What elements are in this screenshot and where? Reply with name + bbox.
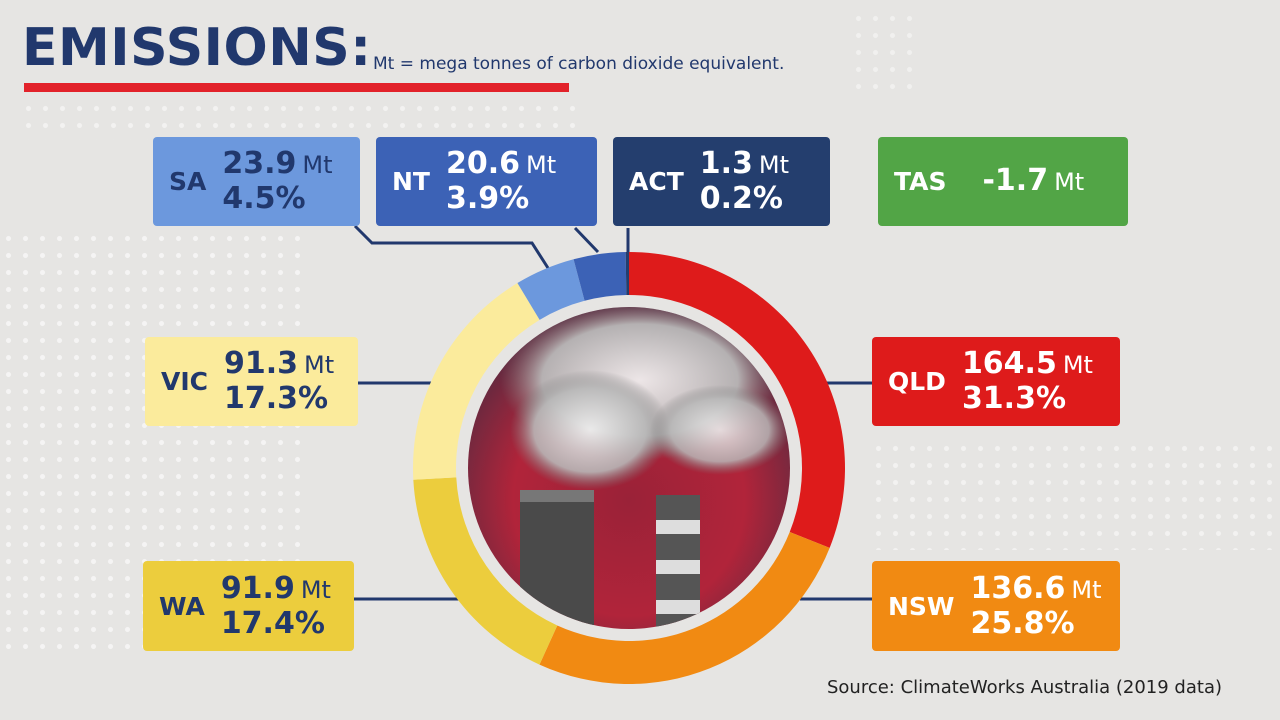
percent-nt: 3.9% bbox=[445, 181, 530, 216]
donut-inner-ring bbox=[457, 296, 801, 640]
donut-segment-nsw bbox=[539, 532, 830, 684]
connector-nt bbox=[573, 226, 600, 254]
unit-sa: Mt bbox=[302, 151, 333, 179]
state-code-sa: SA bbox=[169, 167, 207, 196]
dot-texture-right bbox=[870, 440, 1280, 550]
state-code-wa: WA bbox=[159, 591, 205, 621]
unit-nt: Mt bbox=[526, 151, 557, 179]
state-code-tas: TAS bbox=[894, 167, 947, 196]
value-act: 1.3 bbox=[699, 146, 753, 181]
percent-nsw: 25.8% bbox=[970, 605, 1075, 641]
source-note: Source: ClimateWorks Australia (2019 dat… bbox=[826, 677, 1222, 698]
donut-segment-nt bbox=[573, 252, 627, 301]
connector-sa bbox=[353, 224, 550, 269]
unit-tas: Mt bbox=[1054, 168, 1085, 196]
value-vic: 91.3 bbox=[224, 346, 299, 381]
donut-segment-sa bbox=[517, 259, 585, 320]
percent-wa: 17.4% bbox=[220, 605, 325, 641]
unit-vic: Mt bbox=[304, 351, 335, 379]
value-nsw: 136.6 bbox=[970, 570, 1066, 606]
percent-act: 0.2% bbox=[699, 181, 783, 216]
unit-qld: Mt bbox=[1062, 351, 1093, 379]
donut-segment-wa bbox=[413, 477, 558, 665]
dot-texture-top bbox=[20, 100, 580, 140]
label-qld: QLD 164.5 Mt 31.3% bbox=[872, 337, 1120, 426]
label-sa: SA 23.9 Mt 4.5% bbox=[153, 137, 360, 226]
value-qld: 164.5 bbox=[961, 346, 1057, 381]
state-code-nt: NT bbox=[392, 167, 430, 196]
page-subtitle: Mt = mega tonnes of carbon dioxide equiv… bbox=[373, 54, 785, 74]
value-tas: -1.7 bbox=[982, 163, 1049, 198]
label-act: ACT 1.3 Mt 0.2% bbox=[613, 137, 830, 226]
donut-segment-act bbox=[625, 252, 629, 296]
unit-nsw: Mt bbox=[1071, 575, 1102, 604]
label-nsw: NSW 136.6 Mt 25.8% bbox=[872, 561, 1120, 651]
value-sa: 23.9 bbox=[222, 146, 297, 181]
connector-lines bbox=[353, 224, 872, 601]
label-wa: WA 91.9 Mt 17.4% bbox=[143, 561, 354, 651]
state-code-vic: VIC bbox=[161, 367, 208, 396]
percent-vic: 17.3% bbox=[224, 381, 329, 416]
page-title: EMISSIONS: bbox=[22, 18, 372, 78]
dot-texture-topright bbox=[850, 10, 920, 90]
donut-segment-qld bbox=[629, 252, 845, 548]
label-nt: NT 20.6 Mt 3.9% bbox=[376, 137, 597, 226]
title-underline bbox=[24, 83, 569, 92]
unit-act: Mt bbox=[758, 151, 790, 179]
state-code-nsw: NSW bbox=[888, 591, 955, 621]
state-code-act: ACT bbox=[629, 167, 684, 196]
state-code-qld: QLD bbox=[888, 367, 946, 396]
value-wa: 91.9 bbox=[220, 570, 295, 606]
donut-segments bbox=[412, 252, 845, 684]
percent-sa: 4.5% bbox=[222, 181, 306, 216]
power-station-photo bbox=[468, 307, 790, 629]
donut-segment-vic bbox=[412, 283, 540, 480]
value-nt: 20.6 bbox=[445, 146, 521, 181]
label-tas: TAS -1.7 Mt bbox=[878, 137, 1128, 226]
unit-wa: Mt bbox=[300, 575, 331, 604]
percent-qld: 31.3% bbox=[961, 381, 1067, 416]
label-vic: VIC 91.3 Mt 17.3% bbox=[145, 337, 358, 426]
